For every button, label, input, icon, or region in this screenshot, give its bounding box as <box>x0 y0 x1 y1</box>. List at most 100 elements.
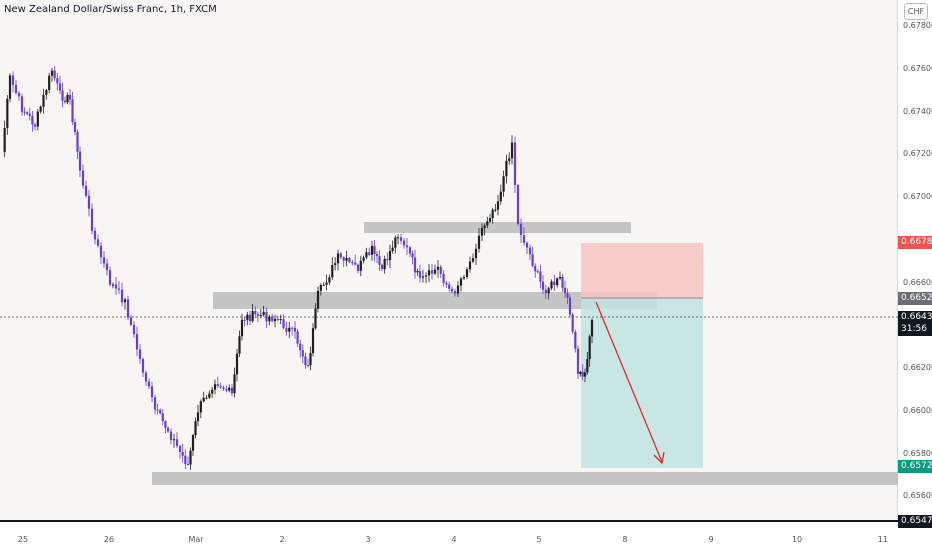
candle-body <box>81 170 85 186</box>
candle-body <box>574 331 577 349</box>
candle-body <box>199 401 202 413</box>
candle-body <box>356 264 360 271</box>
candle-body <box>14 84 18 94</box>
candle-body <box>265 311 268 322</box>
candle-body <box>282 319 285 329</box>
candle-body <box>90 208 94 231</box>
candle-body <box>483 225 486 228</box>
candle-body <box>462 277 466 279</box>
candle-body <box>45 90 48 95</box>
candle-body <box>413 257 417 273</box>
candle-body <box>331 265 334 278</box>
candle-body <box>8 75 12 99</box>
candle-body <box>205 397 208 399</box>
candle-body <box>191 435 195 451</box>
candle-body <box>186 464 190 466</box>
candle-body <box>262 311 265 315</box>
candle-body <box>522 235 526 243</box>
time-tick: 8 <box>622 535 627 544</box>
candle-body <box>251 311 254 322</box>
candle-body <box>342 257 345 261</box>
candle-body <box>525 242 529 248</box>
candle-body <box>448 284 451 289</box>
candle-body <box>304 356 307 366</box>
candle-body <box>39 106 42 112</box>
candle-body <box>561 277 564 288</box>
time-tick: 2 <box>279 535 284 544</box>
candle-body <box>516 185 520 224</box>
candle-body <box>279 319 282 321</box>
candle-body <box>132 324 136 335</box>
candle-body <box>301 350 304 357</box>
candle-body <box>306 365 310 367</box>
candle-body <box>311 328 315 354</box>
candle-body <box>259 314 262 316</box>
candle-body <box>58 83 62 91</box>
candle-body <box>375 254 379 257</box>
support-zone[interactable] <box>152 472 898 485</box>
candle-body <box>354 262 357 265</box>
candle-body <box>153 397 157 410</box>
candle-body <box>216 384 219 387</box>
candle-body <box>288 327 291 332</box>
candle-body <box>31 116 34 125</box>
candle-body <box>296 331 299 344</box>
candle-body <box>159 409 162 414</box>
candle-body <box>33 124 37 127</box>
candle-body <box>181 451 184 456</box>
time-tick: Mar <box>188 535 204 544</box>
candle-body <box>334 263 337 266</box>
candle-body <box>468 261 472 270</box>
candle-body <box>63 100 67 103</box>
symbol-title[interactable]: New Zealand Dollar/Swiss Franc, 1h, FXCM <box>4 4 217 15</box>
candle-body <box>558 277 562 279</box>
candle-body <box>531 254 534 266</box>
candle-body <box>66 94 69 103</box>
candle-body <box>248 314 252 322</box>
candle-body <box>175 439 179 446</box>
candle-body <box>510 142 514 159</box>
candle-body <box>219 386 222 388</box>
candle-body <box>362 257 365 261</box>
candle-body <box>576 348 580 374</box>
candle-body <box>488 218 492 222</box>
candle-body <box>238 336 241 354</box>
candle-body <box>36 111 39 127</box>
candle-body <box>6 98 9 128</box>
take-profit-zone[interactable] <box>581 298 703 468</box>
candle-body <box>581 371 584 377</box>
candle-body <box>96 239 100 246</box>
candle-body <box>271 316 274 322</box>
candle-body <box>544 289 547 294</box>
currency-button[interactable]: CHF <box>904 3 928 20</box>
candle-body <box>402 240 406 246</box>
candle-body <box>386 258 389 261</box>
candle-body <box>345 257 348 261</box>
candle-body <box>491 209 494 219</box>
candle-body <box>61 90 64 101</box>
candle-body <box>28 113 31 117</box>
candle-body <box>268 316 271 322</box>
candle-body <box>571 314 574 332</box>
forecast-arrow[interactable] <box>595 301 663 463</box>
candle-body <box>411 253 414 258</box>
candle-body <box>319 284 322 291</box>
stop-loss-zone[interactable] <box>581 243 703 298</box>
candle-body <box>456 285 460 294</box>
candle-body <box>164 421 167 428</box>
candle-body <box>405 245 409 248</box>
candle-body <box>169 431 173 441</box>
axis-low-price-tag: 0.65470 <box>898 515 932 528</box>
candle-body <box>433 269 437 274</box>
candle-body <box>465 269 469 278</box>
candle-body <box>351 262 354 264</box>
resistance-zone[interactable] <box>364 222 631 233</box>
candle-body <box>156 409 159 411</box>
candle-body <box>359 260 362 271</box>
